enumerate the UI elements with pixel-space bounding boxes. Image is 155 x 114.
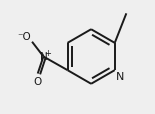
Text: O: O xyxy=(34,76,42,86)
Text: N: N xyxy=(40,52,47,62)
Text: N: N xyxy=(116,72,124,82)
Text: ⁻O: ⁻O xyxy=(18,31,31,41)
Text: +: + xyxy=(44,49,51,58)
